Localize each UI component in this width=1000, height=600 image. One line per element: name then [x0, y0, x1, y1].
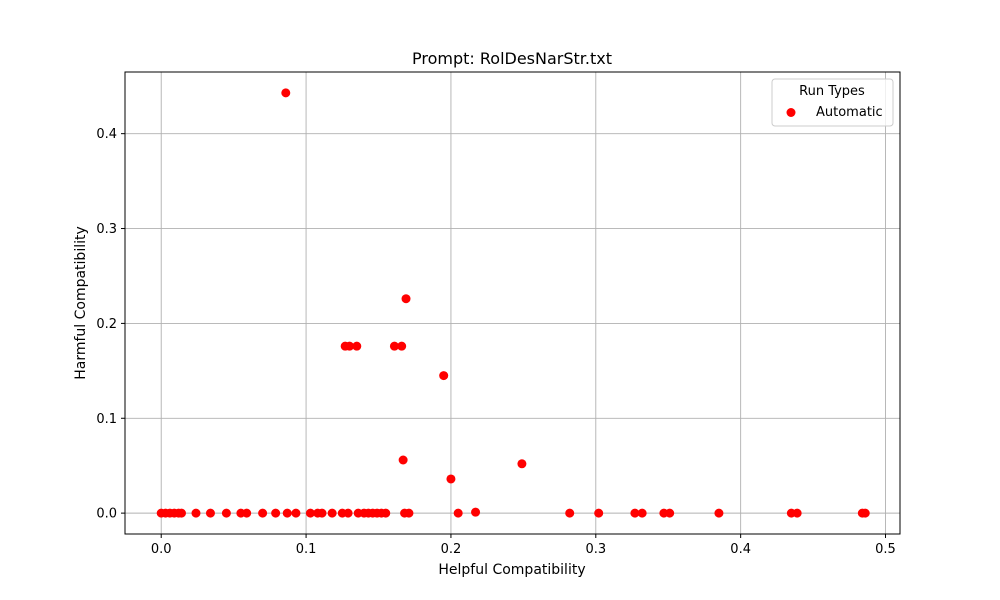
data-point [258, 508, 268, 518]
data-point [637, 508, 647, 518]
data-point [205, 508, 215, 518]
data-point [714, 508, 724, 518]
x-tick-label: 0.2 [441, 542, 462, 557]
data-points [156, 88, 870, 518]
legend: Run Types Automatic [771, 78, 894, 127]
y-tick-label: 0.3 [96, 222, 117, 237]
data-point [281, 88, 291, 98]
x-tick-label: 0.1 [296, 542, 317, 557]
data-point [565, 508, 575, 518]
data-point [860, 508, 870, 518]
legend-label-automatic: Automatic [816, 105, 883, 120]
data-point [242, 508, 252, 518]
legend-box [771, 78, 894, 127]
y-tick-label: 0.2 [96, 317, 117, 332]
data-point [176, 508, 186, 518]
data-point [317, 508, 327, 518]
y-tick-label: 0.4 [96, 127, 117, 142]
axis-ticks: 0.0 0.1 0.2 0.3 0.4 0.5 0.0 0.1 0.2 0.3 0.4 [96, 127, 896, 557]
y-tick-label: 0.0 [96, 507, 117, 522]
x-axis-label: Helpful Compatibility [438, 562, 585, 578]
legend-marker-automatic [786, 108, 796, 117]
data-point [446, 474, 456, 484]
x-tick-label: 0.3 [585, 542, 606, 557]
chart-title: Prompt: RolDesNarStr.txt [412, 49, 612, 68]
data-point [453, 508, 463, 518]
legend-title: Run Types [799, 84, 865, 99]
data-point [665, 508, 675, 518]
data-point [630, 508, 640, 518]
grid-lines [125, 72, 900, 534]
x-tick-label: 0.5 [875, 542, 896, 557]
data-point [398, 455, 408, 465]
data-point [291, 508, 301, 518]
data-point [471, 507, 481, 517]
data-point [404, 508, 414, 518]
data-point [327, 508, 337, 518]
data-point [221, 508, 231, 518]
data-point [381, 508, 391, 518]
y-axis-label: Harmful Compatibility [73, 226, 89, 380]
data-point [517, 459, 527, 469]
data-point [191, 508, 201, 518]
data-point [792, 508, 802, 518]
data-point [397, 341, 407, 351]
data-point [389, 341, 399, 351]
data-point [352, 341, 362, 351]
data-point [343, 508, 353, 518]
data-point [305, 508, 315, 518]
plot-area-frame [124, 71, 901, 535]
y-tick-label: 0.1 [96, 412, 117, 427]
data-point [271, 508, 281, 518]
data-point [282, 508, 292, 518]
x-tick-label: 0.4 [730, 542, 751, 557]
x-tick-label: 0.0 [151, 542, 172, 557]
data-point [439, 371, 449, 381]
data-point [401, 294, 411, 304]
data-point [345, 341, 355, 351]
data-point [594, 508, 604, 518]
